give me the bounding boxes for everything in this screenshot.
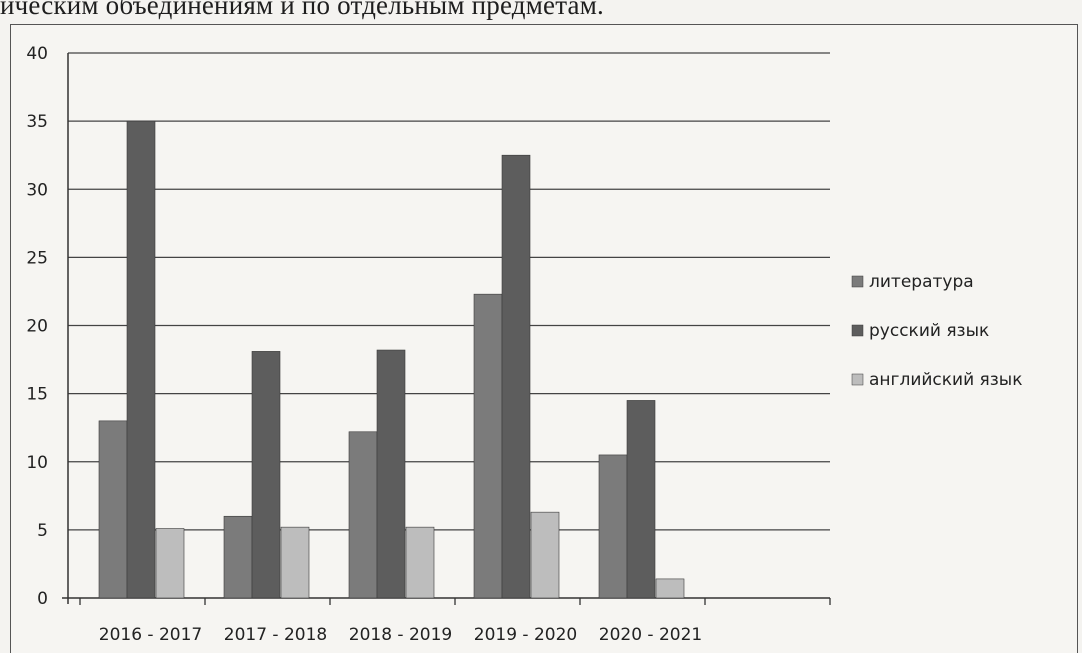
- bar-2-2: [251, 351, 281, 599]
- legend-swatch-2: [851, 324, 864, 337]
- y-tick-label-40: 40: [26, 44, 48, 64]
- bar-3-5: [655, 578, 685, 599]
- y-tick-label-20: 20: [26, 317, 48, 337]
- x-tick-label-1: 2016 - 2017: [99, 625, 202, 645]
- bar-3-3: [405, 526, 435, 599]
- y-tick-label-10: 10: [26, 453, 48, 473]
- legend-label-2: русский язык: [869, 321, 989, 341]
- y-tick-label-5: 5: [37, 521, 48, 541]
- y-tick-label-35: 35: [26, 112, 48, 132]
- bar-1-2: [223, 515, 253, 599]
- bar-3-4: [530, 511, 560, 599]
- x-tick-label-4: 2019 - 2020: [474, 625, 577, 645]
- bar-1-1: [98, 420, 128, 599]
- bar-3-2: [280, 526, 310, 599]
- bar-2-4: [501, 154, 531, 599]
- bar-3-1: [155, 528, 185, 599]
- bar-2-5: [626, 400, 656, 599]
- y-tick-label-30: 30: [26, 180, 48, 200]
- legend-swatch-1: [851, 275, 864, 288]
- bar-2-3: [376, 349, 406, 599]
- bar-1-4: [473, 293, 503, 599]
- legend-label-3: английский язык: [869, 370, 1023, 390]
- legend-label-1: литература: [869, 272, 974, 292]
- y-tick-label-15: 15: [26, 385, 48, 405]
- x-tick-label-3: 2018 - 2019: [349, 625, 452, 645]
- x-tick-label-2: 2017 - 2018: [224, 625, 327, 645]
- document-heading-fragment: ическим объединениям и по отдельным пред…: [0, 0, 604, 20]
- x-tick-label-5: 2020 - 2021: [599, 625, 702, 645]
- bar-1-5: [598, 454, 628, 599]
- y-tick-label-25: 25: [26, 248, 48, 268]
- bar-1-3: [348, 431, 378, 599]
- bar-2-1: [126, 120, 156, 599]
- legend-swatch-3: [851, 373, 864, 386]
- y-tick-label-0: 0: [37, 589, 48, 609]
